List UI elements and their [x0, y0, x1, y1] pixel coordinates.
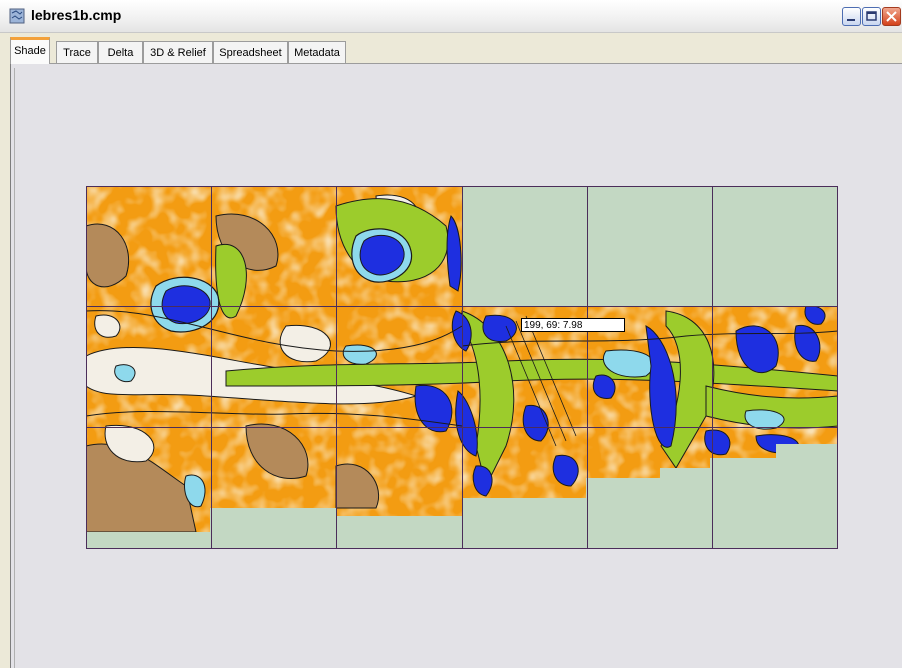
tab-spreadsheet[interactable]: Spreadsheet: [213, 41, 288, 63]
tab-3d-relief[interactable]: 3D & Relief: [143, 41, 213, 63]
tab-delta[interactable]: Delta: [98, 41, 143, 63]
close-button[interactable]: [882, 7, 901, 26]
maximize-button[interactable]: [862, 7, 881, 26]
shade-map[interactable]: [86, 186, 838, 549]
tab-trace[interactable]: Trace: [56, 41, 98, 63]
grid-lines: [86, 186, 838, 549]
tab-metadata[interactable]: Metadata: [288, 41, 346, 63]
minimize-button[interactable]: [842, 7, 861, 26]
title-bar[interactable]: lebres1b.cmp: [0, 0, 902, 33]
tab-shade[interactable]: Shade: [10, 37, 50, 64]
minimize-icon: [847, 19, 855, 21]
window-title: lebres1b.cmp: [31, 7, 122, 23]
document-icon: [9, 8, 25, 24]
cursor-value-readout: 199, 69: 7.98: [521, 318, 625, 332]
maximize-icon: [866, 11, 877, 21]
close-icon: [886, 11, 897, 22]
